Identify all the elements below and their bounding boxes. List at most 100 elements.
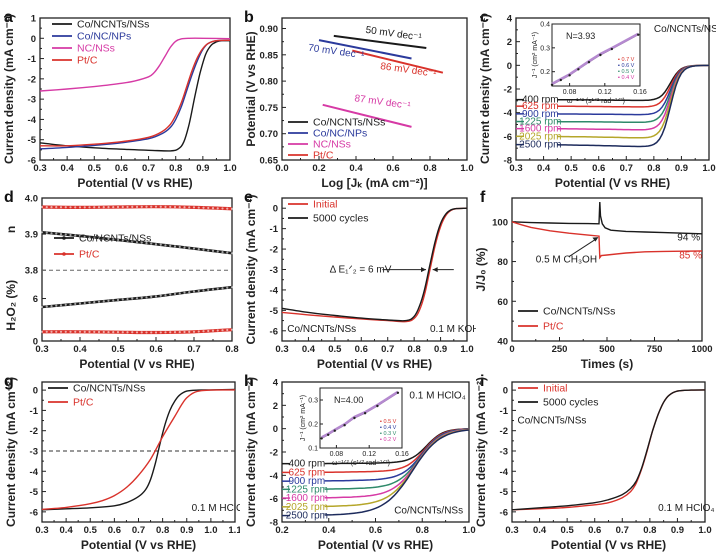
data-point (59, 330, 63, 333)
data-point (154, 331, 158, 334)
y-tick-label: 0 (273, 424, 278, 435)
x-tick-label: 0.7 (142, 163, 155, 174)
legend-label: Co/NCNTs/NSs (543, 306, 615, 318)
data-point (40, 330, 44, 333)
data-point (169, 244, 172, 247)
x-tick-label: 0.9 (196, 163, 209, 174)
data-point (226, 251, 229, 254)
y-tick-label: -8 (270, 518, 278, 529)
x-tick-label: 0.8 (416, 525, 429, 536)
x-tick-label: 0.4 (302, 344, 316, 355)
rpm-label: 2500 rpm (519, 140, 561, 151)
data-point (154, 205, 158, 208)
chart-c: c 0.3 0.4 0.5 0.6 0.7 0.8 0.9 1.0 -8 -6 -4 -2 0 2 4 Pote… (478, 9, 716, 190)
rpm-label: 900 rpm (522, 109, 559, 120)
annotation: Co/NCNTs/NSs (518, 416, 587, 427)
y-tick-label: -4 (504, 108, 513, 119)
y-tick-label: -4 (30, 467, 39, 478)
x-axis-label: Times (s) (581, 357, 633, 371)
x-tick-label: 1.0 (462, 525, 475, 536)
chart-panel-c: c 0.3 0.4 0.5 0.6 0.7 0.8 0.9 1.0 -8 -6 -4 -2 0 2 4 Pote… (478, 9, 716, 190)
annotation: Co/NCNTs/NSs (654, 24, 716, 35)
data-point (88, 330, 91, 333)
series-line-Co/NCNTs/NSs (511, 201, 703, 235)
data-point (145, 242, 148, 245)
data-point (173, 331, 177, 334)
x-axis-label: Potential (V vs RHE) (317, 357, 432, 371)
rpm-label: 2025 rpm (286, 502, 328, 513)
inset-y-tick-label: 0.1 (308, 446, 318, 453)
panel-label: h (244, 373, 254, 390)
data-point (145, 205, 148, 208)
x-axis-label: Log [Jₖ (mA cm⁻²)] (321, 176, 427, 190)
data-point (74, 330, 77, 333)
data-point (74, 302, 77, 306)
x-tick-label: 0.2 (312, 163, 325, 174)
inset-point (610, 47, 614, 51)
legend-label: Co/NCNTs/NSs (79, 233, 151, 245)
inset-legend-item: ▪ 0.7 V (618, 57, 635, 63)
data-point (164, 294, 167, 297)
arrow-head (432, 267, 438, 273)
data-point (164, 205, 167, 208)
inset-x-tick-label: 0.16 (633, 89, 647, 96)
x-tick-label: 1.0 (702, 163, 715, 174)
x-tick-label: 0.4 (322, 525, 336, 536)
data-point (221, 250, 224, 254)
x-tick-label: 0.9 (671, 525, 684, 536)
data-point (78, 302, 82, 305)
legend-label: Co/NC/NPs (313, 128, 367, 140)
y-tick-label: 60 (497, 297, 508, 308)
data-point (112, 299, 115, 302)
curve-2500 rpm (557, 64, 709, 148)
chart-panel-i: i 0.3 0.4 0.5 0.6 0.7 0.8 0.9 1.0 -6 -5 -4 -3 -2 -1 0 Po… (476, 373, 714, 552)
chart-i: i 0.3 0.4 0.5 0.6 0.7 0.8 0.9 1.0 -6 -5 -4 -3 -2 -1 0 Po… (476, 373, 714, 552)
y-tick-label: -1 (28, 54, 37, 65)
x-tick-label: 500 (599, 344, 615, 355)
inset-point (333, 429, 336, 432)
x-tick-label: 0.7 (616, 525, 629, 536)
y-tick-label: -4 (28, 115, 37, 126)
data-point (183, 246, 186, 249)
inset-point (363, 412, 367, 415)
panel-label: g (4, 373, 14, 390)
data-point (154, 295, 158, 298)
y-tick-label: -1 (30, 406, 39, 417)
inset-point (637, 33, 640, 36)
legend-label: Co/NCNTs/NSs (313, 117, 385, 129)
data-point (230, 207, 234, 210)
data-point (93, 206, 96, 209)
x-tick-label: 0.6 (386, 163, 399, 174)
inset-point (376, 404, 379, 408)
inset-n-value: N=4.00 (334, 395, 363, 405)
data-point (150, 205, 153, 208)
data-point (154, 243, 158, 246)
x-axis-label: Potential (V vs RHE) (318, 538, 433, 552)
x-tick-label: 0.8 (643, 525, 656, 536)
x-tick-label: 0.7 (187, 344, 200, 355)
y-tick-label: -6 (30, 507, 38, 518)
x-tick-label: 750 (647, 344, 663, 355)
data-point (207, 206, 210, 210)
data-point (150, 295, 153, 298)
data-point (55, 304, 58, 307)
inset-x-tick-label: 0.08 (330, 451, 344, 458)
inset-x-label: ω⁻¹ᐟ² (s¹ᐟ² rad⁻¹ᐟ²) (332, 460, 390, 467)
data-point (169, 205, 172, 209)
inset-point (587, 60, 591, 64)
x-tick-label: 0.5 (88, 163, 102, 174)
y-axis-label-top: n (4, 226, 18, 233)
series-line-Initial (511, 389, 706, 511)
data-point (78, 330, 82, 333)
data-point (226, 328, 229, 332)
y-tick-label: -2 (30, 426, 38, 437)
data-point (169, 293, 172, 296)
inset-fit-line (321, 390, 399, 439)
x-tick-label: 0.8 (225, 344, 238, 355)
data-point (50, 206, 53, 209)
data-point (202, 248, 205, 251)
chart-panel-f: f 0 250 500 750 1000 40 60 80 100 Times (s) J/J₀ (%… (476, 189, 713, 371)
data-point (192, 330, 196, 333)
inset-fit-line (551, 32, 639, 85)
data-point (64, 233, 67, 236)
